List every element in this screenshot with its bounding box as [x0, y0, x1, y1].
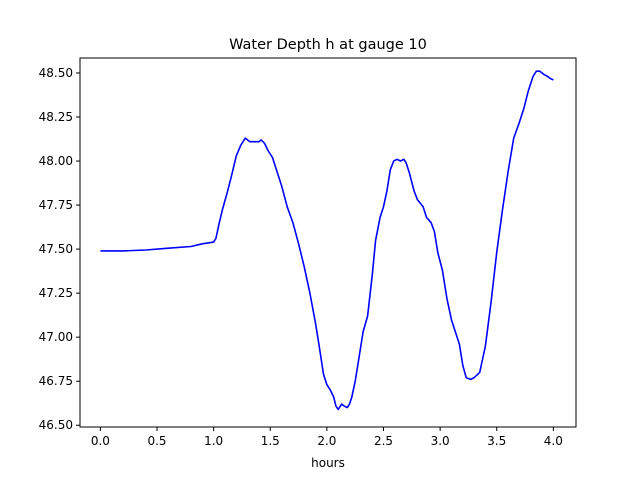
axes-frame [79, 57, 577, 428]
x-tick-label: 4.0 [544, 434, 563, 448]
y-tick-label: 47.25 [39, 286, 73, 300]
x-tick-label: 3.5 [487, 434, 506, 448]
y-tick-label: 47.75 [39, 198, 73, 212]
plot-area [100, 70, 554, 411]
chart-title: Water Depth h at gauge 10 [229, 37, 427, 53]
x-tick-label: 1.5 [261, 434, 280, 448]
x-tick-label: 2.0 [317, 434, 336, 448]
y-axis: 46.50 46.75 47.00 47.25 47.50 47.75 48.00 48.25… [39, 66, 80, 432]
x-tick-label: 1.0 [204, 434, 223, 448]
y-tick-label: 46.50 [39, 418, 73, 432]
y-tick-label: 48.50 [39, 66, 73, 80]
y-tick-label: 48.25 [39, 110, 73, 124]
x-axis-label: hours [311, 456, 345, 470]
x-axis: 0.0 0.5 1.0 1.5 2.0 2.5 3.0 3.5 4.0 [91, 427, 563, 448]
water-depth-line [100, 70, 554, 411]
y-tick-label: 47.50 [39, 242, 73, 256]
y-tick-label: 46.75 [39, 374, 73, 388]
x-tick-label: 0.0 [91, 434, 110, 448]
y-tick-label: 48.00 [39, 154, 73, 168]
y-tick-label: 47.00 [39, 330, 73, 344]
x-tick-label: 3.0 [431, 434, 450, 448]
x-tick-label: 0.5 [147, 434, 166, 448]
x-tick-label: 2.5 [374, 434, 393, 448]
